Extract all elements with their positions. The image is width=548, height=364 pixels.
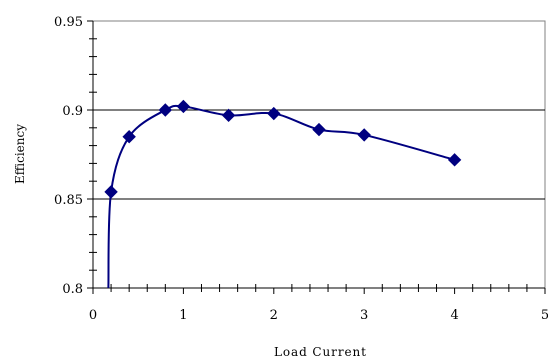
y-axis-label: Efficiency — [13, 124, 27, 184]
data-point-8 — [447, 153, 462, 167]
tick-labels: 0 1 2 3 4 5 0.8 0.85 0.9 0.95 — [54, 15, 548, 323]
data-point-5 — [267, 106, 281, 121]
x-tick-label-2: 2 — [270, 308, 278, 323]
plot-area — [92, 20, 546, 289]
data-point-2 — [158, 103, 173, 117]
series-line-group — [107, 104, 455, 289]
x-tick-label-4: 4 — [450, 308, 458, 323]
axes — [87, 20, 546, 294]
series-markers-group — [104, 99, 462, 199]
x-axis-label: Load Current — [274, 345, 366, 359]
y-tick-label-0: 0.8 — [62, 282, 83, 297]
x-tick-label-1: 1 — [179, 308, 187, 323]
data-point-1 — [122, 129, 136, 144]
series-line-0 — [107, 104, 455, 289]
x-tick-label-0: 0 — [89, 308, 97, 323]
x-tick-label-3: 3 — [360, 308, 368, 323]
plot-area-frame — [92, 20, 546, 289]
data-point-6 — [312, 122, 326, 137]
data-point-3 — [176, 99, 191, 114]
data-point-7 — [357, 128, 371, 142]
y-tick-label-2: 0.9 — [62, 104, 83, 119]
y-tick-label-3: 0.95 — [54, 15, 83, 30]
data-point-4 — [221, 108, 236, 123]
data-point-0 — [104, 185, 118, 199]
y-tick-label-1: 0.85 — [54, 193, 83, 208]
x-tick-label-5: 5 — [541, 308, 548, 323]
